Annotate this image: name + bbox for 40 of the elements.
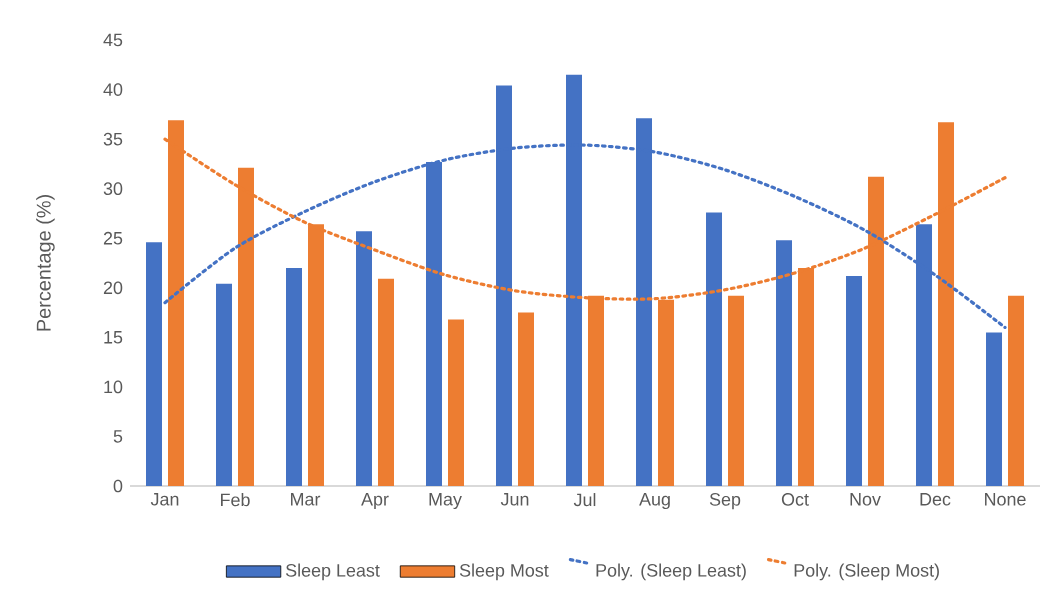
x-tick-label: Apr [361,493,389,510]
bar [986,332,1003,486]
bar [518,312,534,486]
x-tick-label: Dec [920,493,951,506]
y-tick-label: 15 [104,331,123,344]
x-tick-label: May [429,493,462,510]
x-tick-label: Jan [150,493,179,506]
bar [706,212,723,486]
legend-label: Poly. (Sleep Most) [794,563,939,581]
legend-label: Sleep Most [459,563,549,581]
x-tick-label: Jun [500,493,529,506]
x-tick-label: Jul [573,493,596,507]
y-tick-label: 25 [103,231,123,245]
x-tick-label: Nov [850,493,881,506]
y-tick-label: 10 [104,380,123,394]
y-tick-label: 0 [113,479,123,493]
y-axis-title: Percentage (%) [36,195,55,331]
bar [216,283,232,486]
x-tick-label: None [985,493,1026,506]
bar [448,319,464,486]
bar [378,278,394,486]
y-tick-label: 35 [103,132,123,146]
bar [1008,295,1025,486]
x-tick-label: Sep [709,493,741,510]
bar [286,267,302,486]
y-tick-label: 20 [103,281,123,295]
y-tick-label: 40 [103,83,123,96]
bar [356,231,372,486]
x-tick-label: Oct [781,493,809,506]
x-tick-label: Feb [221,493,250,507]
y-tick-label: 5 [113,430,123,443]
legend-label: Poly. (Sleep Least) [596,563,746,581]
x-tick-label: Aug [639,493,670,510]
x-tick-label: Mar [291,493,321,506]
legend-label: Sleep Least [285,563,380,581]
bar [846,275,863,486]
bar [728,295,745,486]
bar [776,240,793,486]
y-tick-label: 30 [103,182,123,196]
y-tick-label: 45 [103,33,123,47]
